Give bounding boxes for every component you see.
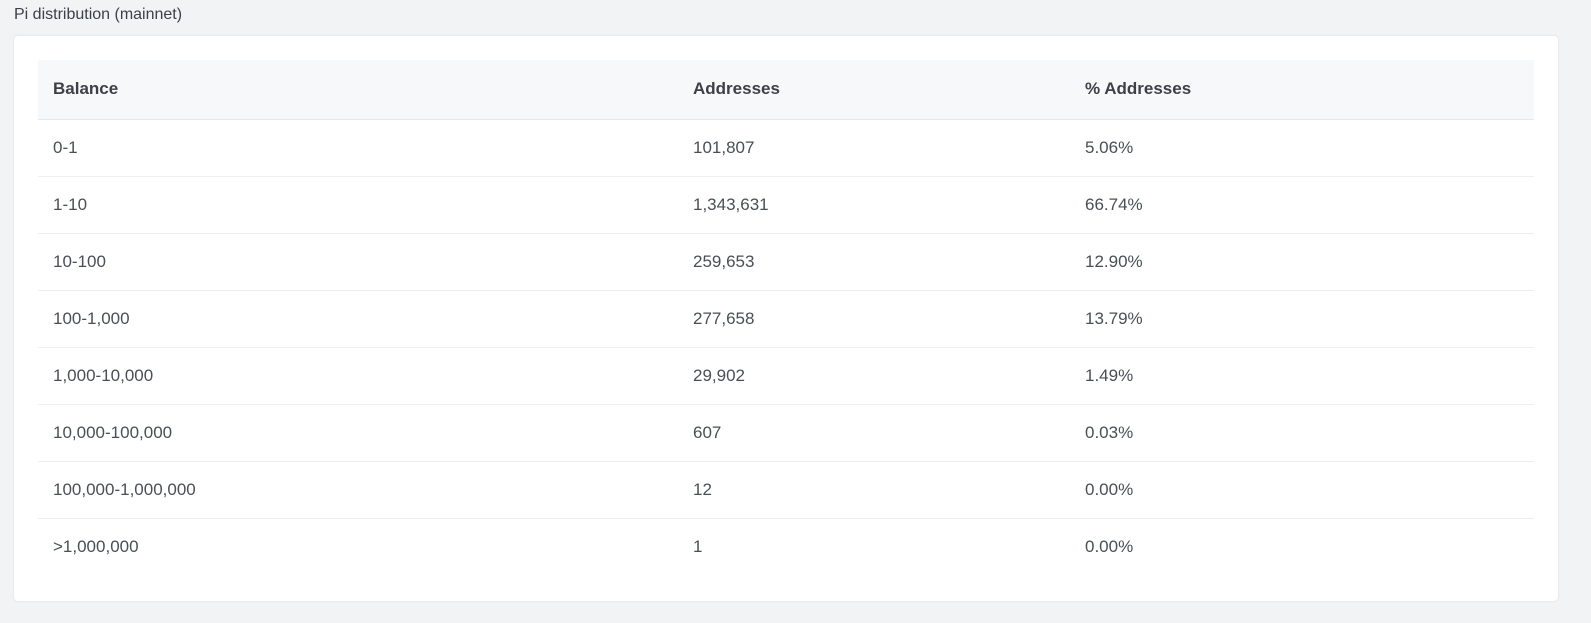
- table-body: 0-1 101,807 5.06% 1-10 1,343,631 66.74% …: [38, 119, 1534, 575]
- column-header-addresses: Addresses: [678, 60, 1070, 120]
- cell-percent: 0.03%: [1070, 404, 1534, 462]
- cell-balance: 0-1: [38, 119, 678, 177]
- column-header-balance: Balance: [38, 60, 678, 120]
- cell-percent: 0.00%: [1070, 461, 1534, 519]
- distribution-card: Balance Addresses % Addresses 0-1 101,80…: [14, 36, 1558, 601]
- cell-addresses: 29,902: [678, 347, 1070, 405]
- cell-addresses: 12: [678, 461, 1070, 519]
- section-title: Pi distribution (mainnet): [14, 6, 183, 23]
- table-row: 100-1,000 277,658 13.79%: [38, 290, 1534, 348]
- cell-addresses: 1: [693, 536, 703, 556]
- cell-addresses: 1,343,631: [678, 176, 1070, 234]
- table-row: 1-10 1,343,631 66.74%: [38, 176, 1534, 234]
- column-header-percent-addresses: % Addresses: [1070, 60, 1534, 120]
- cell-percent: 13.79%: [1070, 290, 1534, 348]
- distribution-table: Balance Addresses % Addresses 0-1 101,80…: [38, 60, 1534, 575]
- table-row: 10-100 259,653 12.90%: [38, 233, 1534, 291]
- cell-addresses: 277,658: [678, 290, 1070, 348]
- cell-balance: 100-1,000: [38, 290, 678, 348]
- cell-balance: 1,000-10,000: [38, 347, 678, 405]
- cell-percent: 0.00%: [1085, 536, 1134, 556]
- table-header: Balance Addresses % Addresses: [38, 60, 1534, 120]
- cell-addresses: 259,653: [678, 233, 1070, 291]
- table-row: 1,000-10,000 29,902 1.49%: [38, 347, 1534, 405]
- cell-percent: 5.06%: [1070, 119, 1534, 177]
- cell-balance: 10,000-100,000: [38, 404, 678, 462]
- cell-balance: 10-100: [38, 233, 678, 291]
- cell-percent: 12.90%: [1070, 233, 1534, 291]
- cell-addresses: 101,807: [678, 119, 1070, 177]
- table-header-row: Balance Addresses % Addresses: [38, 60, 1534, 120]
- table-row: >1,000,000 1 0.00%: [38, 518, 1534, 575]
- table-row: 10,000-100,000 607 0.03%: [38, 404, 1534, 462]
- cell-percent: 66.74%: [1070, 176, 1534, 234]
- cell-addresses: 607: [678, 404, 1070, 462]
- cell-balance: 1-10: [38, 176, 678, 234]
- table-row: 100,000-1,000,000 12 0.00%: [38, 461, 1534, 519]
- cell-balance: 100,000-1,000,000: [38, 461, 678, 519]
- cell-percent: 1.49%: [1070, 347, 1534, 405]
- cell-balance: >1,000,000: [53, 536, 139, 556]
- table-row: 0-1 101,807 5.06%: [38, 119, 1534, 177]
